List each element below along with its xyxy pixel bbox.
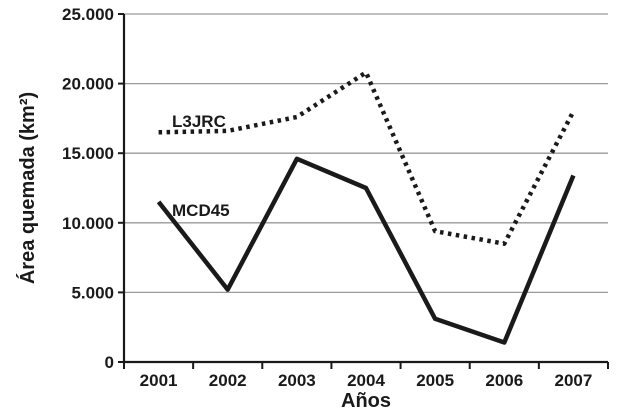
x-tick-label: 2002 [209,371,247,390]
x-tick-label: 2007 [555,371,593,390]
y-axis-title: Área quemada (km²) [16,92,39,284]
x-axis-title: Años [341,390,391,412]
x-tick-label: 2004 [347,371,385,390]
x-axis-ticks: 2001 2002 2003 2004 2005 2006 2007 [123,362,609,390]
y-tick-label: 5.000 [71,283,114,302]
series-line-mcd45 [156,156,576,345]
y-tick-label: 15.000 [62,144,114,163]
series: L3JRC MCD45 [156,70,576,345]
y-tick-label: 20.000 [62,75,114,94]
series-label-mcd45: MCD45 [172,201,230,220]
y-tick-label: 10.000 [62,214,114,233]
axes [122,14,608,364]
y-tick-label: 0 [105,353,114,372]
series-label-l3jrc: L3JRC [172,112,226,131]
x-tick-label: 2003 [278,371,316,390]
y-axis-ticks: 0 5.000 10.000 15.000 20.000 25.000 [62,5,124,372]
x-tick-label: 2006 [485,371,523,390]
x-tick-label: 2001 [140,371,178,390]
y-tick-label: 25.000 [62,5,114,24]
series-line-l3jrc [158,70,576,246]
x-tick-label: 2005 [416,371,454,390]
